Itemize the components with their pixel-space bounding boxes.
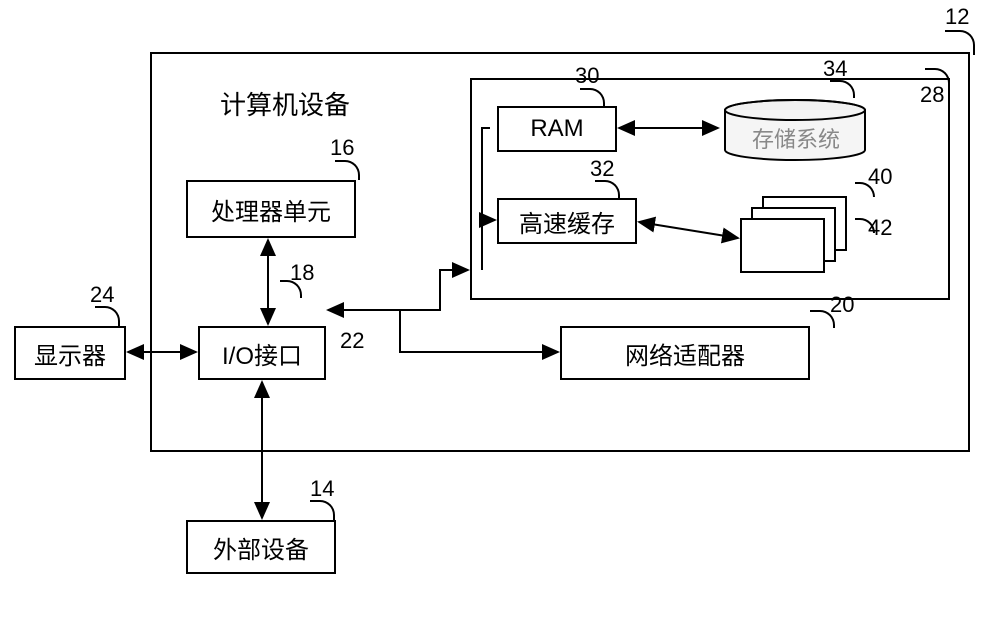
ref-curve-24 <box>95 306 120 326</box>
cache-box: 高速缓存 <box>497 198 637 244</box>
ref-num-34: 34 <box>823 56 847 82</box>
ram-label: RAM <box>530 115 583 143</box>
ref-curve-14 <box>310 500 335 520</box>
ref-num-18: 18 <box>290 260 314 286</box>
display-box: 显示器 <box>14 326 126 380</box>
ref-curve-12 <box>945 30 975 55</box>
ref-num-20: 20 <box>830 292 854 318</box>
storage-label: 存储系统 <box>752 122 840 154</box>
ref-num-40: 40 <box>868 164 892 190</box>
stack-card-1 <box>740 218 825 273</box>
io-box: I/O接口 <box>198 326 326 380</box>
external-box: 外部设备 <box>186 520 336 574</box>
ref-num-16: 16 <box>330 135 354 161</box>
processor-label: 处理器单元 <box>211 192 331 227</box>
ref-num-24: 24 <box>90 282 114 308</box>
computer-device-label: 计算机设备 <box>220 85 350 122</box>
io-label: I/O接口 <box>222 336 302 371</box>
cache-label: 高速缓存 <box>519 204 615 239</box>
ref-num-42: 42 <box>868 215 892 241</box>
ref-num-28: 28 <box>920 82 944 108</box>
network-label: 网络适配器 <box>625 336 745 371</box>
ref-num-12: 12 <box>945 4 969 30</box>
ref-num-30: 30 <box>575 63 599 89</box>
ref-num-22: 22 <box>340 328 364 354</box>
ram-box: RAM <box>497 106 617 152</box>
ref-num-14: 14 <box>310 476 334 502</box>
network-box: 网络适配器 <box>560 326 810 380</box>
ref-num-32: 32 <box>590 156 614 182</box>
display-label: 显示器 <box>34 336 106 371</box>
external-label: 外部设备 <box>213 530 309 565</box>
processor-box: 处理器单元 <box>186 180 356 238</box>
